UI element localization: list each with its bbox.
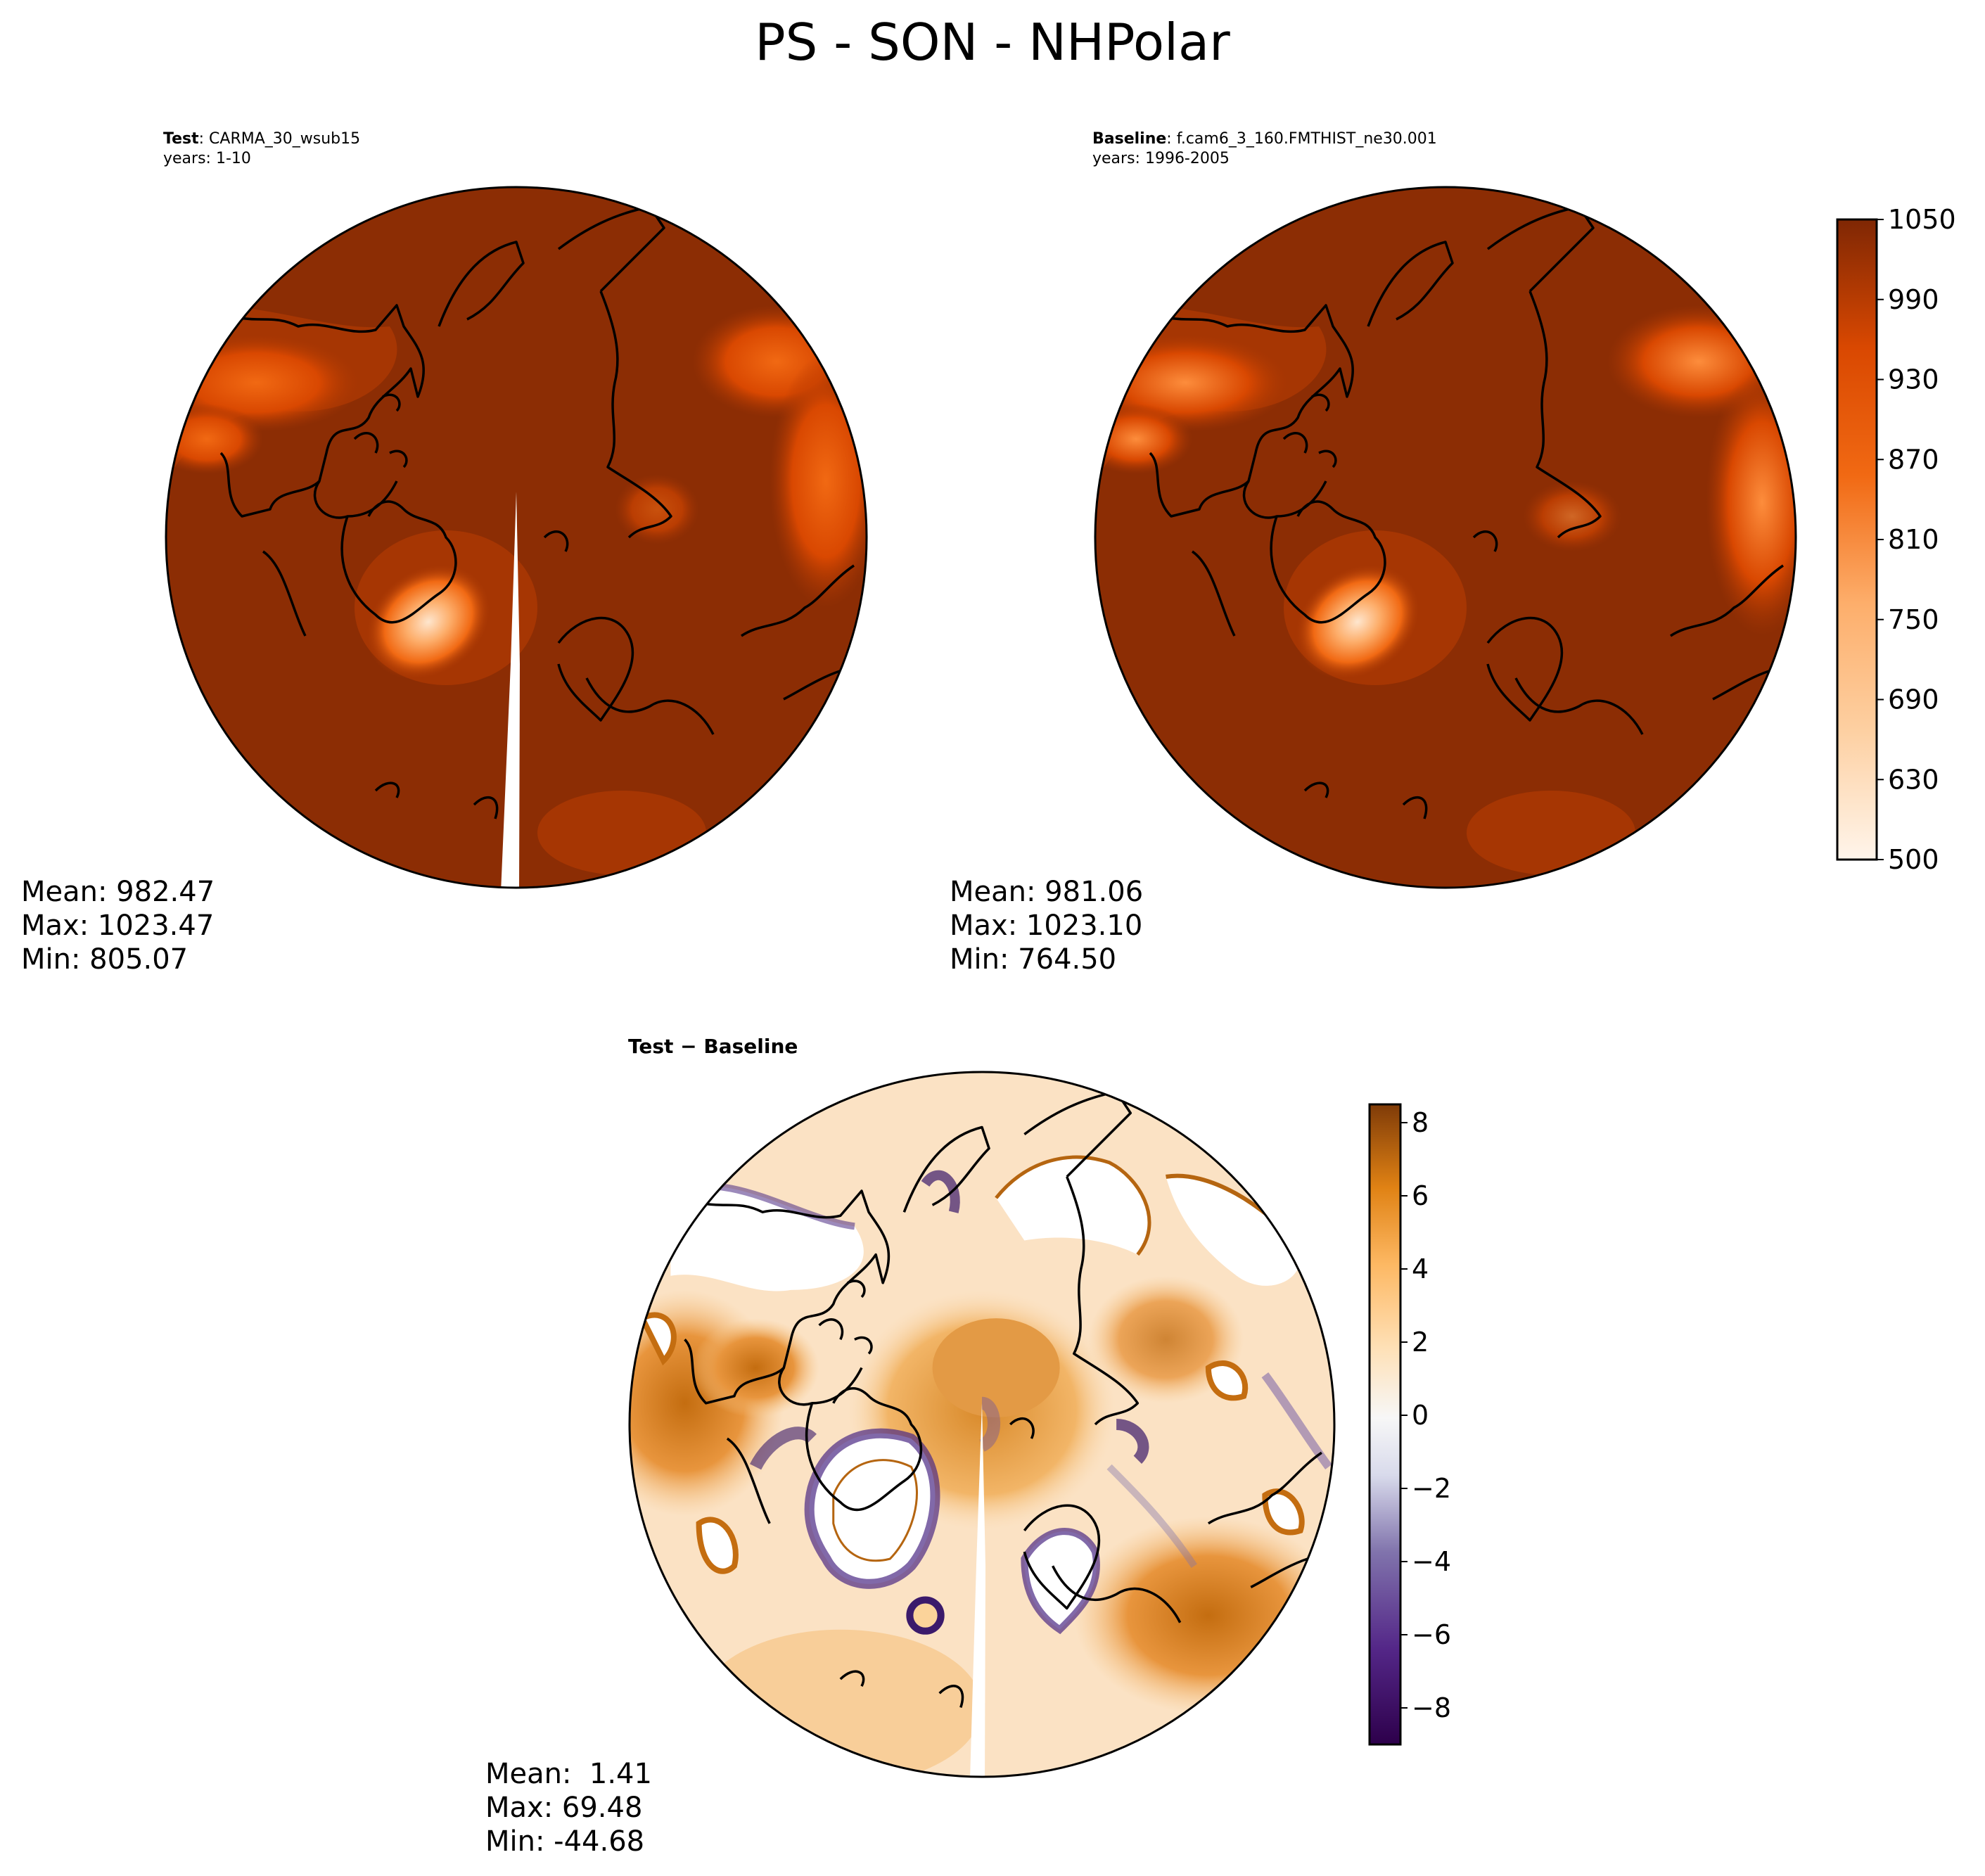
top-colorbar-tick-label: 1050 [1888,204,1956,235]
diff-colorbar-tick-label: −8 [1412,1692,1451,1723]
diff-colorbar-tick-label: 0 [1412,1400,1429,1431]
diff-mean: Mean: 1.41 [485,1758,652,1790]
baseline-label-bold: Baseline [1092,130,1167,148]
test-min: Min: 805.07 [21,943,189,976]
baseline-label-case: : f.cam6_3_160.FMTHIST_ne30.001 [1166,130,1437,148]
top-colorbar-tick-label: 500 [1888,844,1939,875]
test-panel-title: Test: CARMA_30_wsub15 years: 1-10 [163,129,360,169]
baseline-min: Min: 764.50 [950,943,1117,976]
baseline-stats: Mean: 981.06 Max: 1023.10 Min: 764.50 [950,875,1143,976]
diff-max: Max: 69.48 [485,1792,643,1824]
diff-panel-title: Test − Baseline [628,1035,798,1058]
top-colorbar-tick-label: 990 [1888,284,1939,315]
diff-colorbar-tick-label: −2 [1412,1473,1451,1504]
top-colorbar-tick-label: 870 [1888,444,1939,475]
figure-title: PS - SON - NHPolar [755,13,1230,72]
diff-colorbar-tick-label: 2 [1412,1327,1429,1358]
top-colorbar-gradient [1836,218,1878,861]
top-colorbar: 1050 990 930 870 810 750 690 630 500 [1836,204,1956,875]
baseline-panel-title: Baseline: f.cam6_3_160.FMTHIST_ne30.001 … [1092,129,1437,169]
diff-stats: Mean: 1.41 Max: 69.48 Min: -44.68 [485,1757,652,1858]
diff-colorbar-tick-label: 6 [1412,1180,1429,1211]
top-colorbar-tick-label: 810 [1888,524,1939,555]
test-map [165,186,868,889]
baseline-mean: Mean: 981.06 [950,876,1144,908]
diff-min: Min: -44.68 [485,1825,645,1858]
diff-colorbar-tick-label: 8 [1412,1107,1429,1138]
difference-map [628,1071,1336,1778]
baseline-map [1094,186,1797,889]
test-max: Max: 1023.47 [21,910,215,942]
test-years: years: 1-10 [163,150,251,167]
top-colorbar-tick-label: 930 [1888,364,1939,395]
top-colorbar-tick-label: 630 [1888,764,1939,795]
diff-colorbar-tick-label: −6 [1412,1619,1451,1650]
diff-colorbar: 8 6 4 2 0 −2 −4 −6 −8 [1368,1103,1451,1746]
diff-colorbar-tick-label: 4 [1412,1253,1429,1284]
test-mean: Mean: 982.47 [21,876,215,908]
test-stats: Mean: 982.47 Max: 1023.47 Min: 805.07 [21,875,215,976]
diff-colorbar-tick-label: −4 [1412,1546,1451,1577]
diff-colorbar-gradient [1368,1103,1402,1746]
test-label-case: : CARMA_30_wsub15 [198,130,361,148]
baseline-max: Max: 1023.10 [950,910,1143,942]
test-label-bold: Test [163,130,199,148]
top-colorbar-tick-label: 750 [1888,604,1939,635]
top-colorbar-tick-label: 690 [1888,684,1939,715]
iceland-diff-blob [906,1596,945,1635]
baseline-years: years: 1996-2005 [1092,150,1230,167]
